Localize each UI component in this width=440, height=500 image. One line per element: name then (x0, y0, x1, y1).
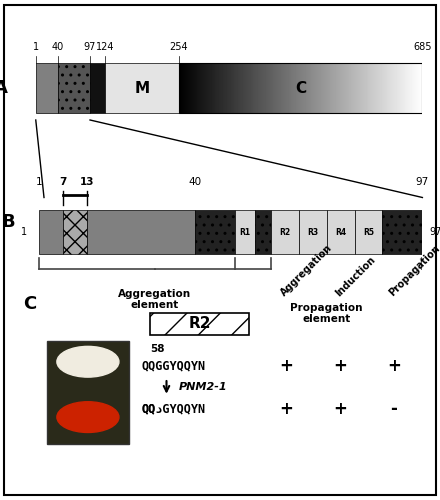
Text: +: + (333, 357, 347, 375)
Text: C: C (23, 296, 37, 314)
Bar (58, 64, 90, 113)
Text: 13: 13 (80, 177, 94, 187)
Bar (299, 210, 326, 254)
Bar (195, 210, 235, 254)
Text: QQ: QQ (142, 402, 156, 415)
Text: R4: R4 (335, 228, 346, 236)
Text: R3: R3 (307, 228, 318, 236)
Text: B: B (1, 212, 15, 230)
Text: Induction: Induction (333, 254, 377, 298)
Text: 254: 254 (169, 42, 188, 52)
Text: QQدGYQQYN: QQدGYQQYN (142, 402, 206, 415)
Bar (355, 210, 382, 254)
Text: +: + (333, 400, 347, 418)
Bar (90, 64, 105, 113)
Bar (150, 312, 249, 335)
Text: 97: 97 (84, 42, 96, 52)
Text: 1: 1 (36, 177, 43, 187)
Text: Propagation: Propagation (387, 244, 440, 298)
Text: +: + (279, 357, 293, 375)
Text: R2: R2 (279, 228, 290, 236)
Text: 1: 1 (33, 42, 39, 52)
Bar (382, 210, 422, 254)
Text: QQGGYQQYN: QQGGYQQYN (142, 360, 206, 372)
Text: 124: 124 (96, 42, 114, 52)
Text: 1: 1 (21, 227, 27, 237)
Text: 58: 58 (150, 344, 165, 353)
Text: 97: 97 (430, 227, 440, 237)
Text: 7: 7 (59, 177, 67, 187)
Bar (326, 210, 355, 254)
Text: C: C (295, 80, 306, 96)
Text: A: A (0, 79, 8, 97)
Text: 40: 40 (51, 42, 64, 52)
Bar (105, 64, 179, 113)
Bar (235, 210, 255, 254)
Bar (179, 64, 422, 113)
Bar (87, 210, 195, 254)
Text: 685: 685 (413, 42, 432, 52)
Text: R1: R1 (239, 228, 250, 236)
Circle shape (57, 402, 119, 432)
Text: Propagation
element: Propagation element (290, 302, 363, 324)
Text: PNM2-1: PNM2-1 (179, 382, 227, 392)
Bar (39, 210, 63, 254)
Text: -: - (391, 400, 397, 418)
Bar (36, 64, 58, 113)
Text: Aggregation: Aggregation (279, 243, 335, 298)
Bar (271, 210, 299, 254)
Text: 97: 97 (416, 177, 429, 187)
Text: +: + (387, 357, 401, 375)
Text: +: + (279, 400, 293, 418)
Text: Aggregation
element: Aggregation element (118, 289, 191, 310)
Text: M: M (135, 80, 150, 96)
Bar (63, 210, 87, 254)
Text: R5: R5 (363, 228, 374, 236)
Text: R2: R2 (188, 316, 211, 332)
Bar (47, 341, 129, 444)
Circle shape (57, 346, 119, 377)
Bar (255, 210, 271, 254)
Text: 40: 40 (188, 177, 202, 187)
